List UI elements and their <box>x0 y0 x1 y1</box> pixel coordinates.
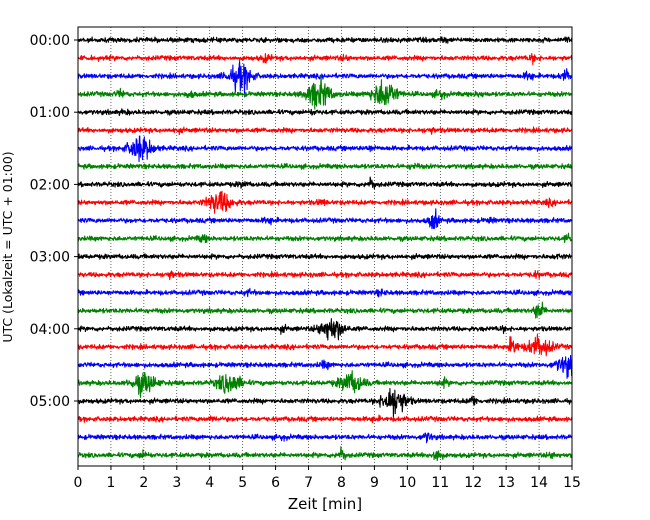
x-tick-label: 13 <box>497 475 515 491</box>
trace-02:15 <box>77 190 573 214</box>
trace-02:30 <box>77 208 573 230</box>
trace-01:45 <box>77 162 573 171</box>
x-tick-label: 6 <box>271 475 280 491</box>
trace-05:00 <box>77 387 573 419</box>
x-tick-label: 2 <box>139 475 148 491</box>
x-axis: 0 1 2 3 4 5 6 7 8 9 10 11 12 13 14 15 <box>74 466 581 491</box>
trace-04:45 <box>77 370 573 398</box>
x-tick-label: 4 <box>205 475 214 491</box>
y-tick-label: 04:00 <box>30 322 70 338</box>
trace-05:30 <box>77 432 573 444</box>
plot-frame <box>77 26 573 467</box>
x-tick-label: 8 <box>337 475 346 491</box>
trace-00:15 <box>77 52 573 66</box>
trace-02:00 <box>77 176 573 190</box>
x-tick-label: 1 <box>106 475 115 491</box>
trace-00:00 <box>77 36 573 44</box>
trace-00:30 <box>77 60 573 98</box>
trace-04:30 <box>77 354 573 379</box>
trace-01:00 <box>77 108 573 117</box>
trace-01:30 <box>77 135 573 163</box>
trace-01:15 <box>77 126 573 136</box>
seismic-traces <box>77 36 573 462</box>
y-tick-label: 02:00 <box>30 177 70 193</box>
trace-03:00 <box>77 253 573 261</box>
trace-02:45 <box>77 232 573 244</box>
trace-05:45 <box>77 446 573 462</box>
trace-00:45 <box>77 74 573 110</box>
y-tick-label: 00:00 <box>30 33 70 49</box>
x-tick-label: 11 <box>431 475 449 491</box>
y-axis-label: UTC (Lokalzeit = UTC + 01:00) <box>0 151 15 342</box>
x-tick-label: 14 <box>530 475 548 491</box>
x-tick-label: 0 <box>74 475 83 491</box>
y-axis: 00:00 01:00 02:00 03:00 04:00 05:00 <box>30 33 78 410</box>
y-tick-label: 03:00 <box>30 250 70 266</box>
x-tick-label: 10 <box>398 475 416 491</box>
trace-03:30 <box>77 287 573 298</box>
trace-03:15 <box>77 270 573 281</box>
trace-03:45 <box>77 301 573 319</box>
x-tick-label: 7 <box>304 475 313 491</box>
x-tick-label: 9 <box>370 475 379 491</box>
trace-05:15 <box>77 414 573 424</box>
trace-04:00 <box>77 318 573 341</box>
trace-04:15 <box>77 333 573 357</box>
x-axis-label: Zeit [min] <box>288 495 362 513</box>
x-tick-label: 15 <box>563 475 581 491</box>
x-tick-label: 12 <box>464 475 482 491</box>
x-tick-label: 3 <box>172 475 181 491</box>
y-tick-label: 01:00 <box>30 105 70 121</box>
y-tick-label: 05:00 <box>30 394 70 410</box>
x-tick-label: 5 <box>238 475 247 491</box>
